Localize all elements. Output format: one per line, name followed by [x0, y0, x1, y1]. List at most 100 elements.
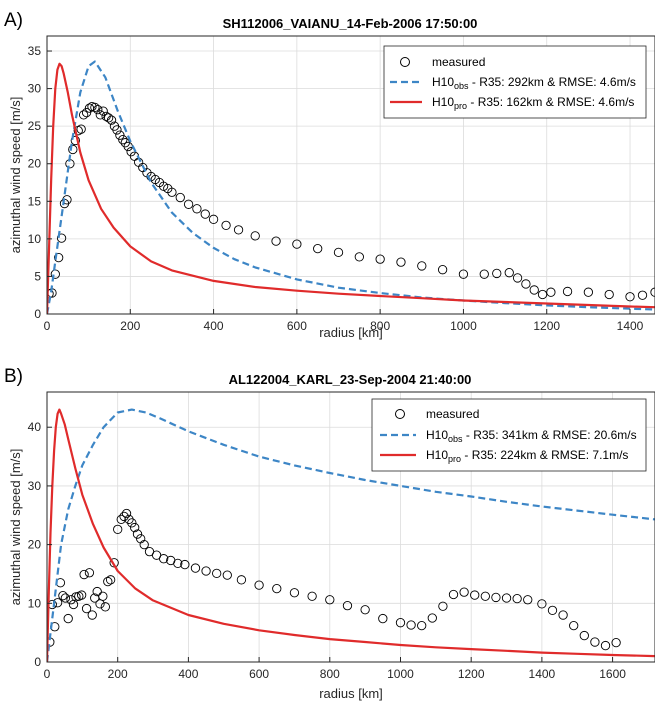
panel-b-xtick-label: 800	[320, 667, 340, 681]
panel-a-ytick-label: 25	[28, 119, 42, 133]
panel-b-measured-point	[470, 590, 480, 600]
panel-a-measured-point	[78, 110, 89, 120]
panel-a-measured-point	[562, 286, 573, 297]
panel-a-measured-point	[62, 195, 72, 205]
panel-a-measured-point	[118, 135, 128, 145]
panel-b-measured-point	[139, 539, 149, 550]
panel-a-measured-point	[479, 269, 489, 279]
panel-a-measured-point	[271, 236, 281, 246]
panel-a-ytick-label: 35	[28, 44, 42, 58]
panel-a-xtick-label: 600	[287, 319, 307, 333]
panel-b-measured-point	[130, 522, 140, 533]
panel-b-xtick-label: 1000	[387, 667, 414, 681]
panel-a-measured-point	[115, 130, 125, 140]
panel-b-measured-point	[79, 569, 89, 580]
panel-a-xlabel: radius [km]	[319, 325, 383, 340]
panel-b-xtick-label: 600	[249, 667, 269, 681]
panel-b-measured-point	[76, 590, 87, 600]
panel-b-label: B)	[4, 366, 23, 387]
panel-b-measured-point	[395, 618, 406, 628]
panel-a-measured-point	[313, 243, 323, 254]
panel-b-measured-point	[342, 601, 353, 611]
panel-b-measured-point	[63, 613, 73, 624]
panel-a-measured-point	[437, 265, 448, 275]
panel-a-measured-point	[90, 102, 100, 113]
panel-b-series	[47, 408, 655, 662]
panel-b-measured-point	[116, 514, 126, 525]
panel-a-measured-point	[625, 292, 635, 302]
panel-b-title: AL122004_KARL_23-Sep-2004 21:40:00	[229, 372, 472, 387]
panel-b-measured-point	[360, 605, 370, 615]
panel-b-ticks: 0 200 400 600 800 1000 1200 1400 1600 0 10 20 30 40	[28, 420, 627, 681]
panel-b-legend-measured: measured	[426, 407, 479, 421]
panel-b-measured-point	[100, 602, 110, 612]
panel-a-measured-point	[637, 290, 648, 300]
panel-a-legend-pro: H10pro - R35: 162km & RMSE: 4.6m/s	[432, 95, 634, 111]
panel-b-measured-point	[569, 620, 579, 631]
panel-b-measured-point	[272, 583, 282, 594]
panel-a-measured-point	[333, 247, 344, 258]
panel-a-measured-point	[396, 257, 406, 267]
panel-b-measured-point	[417, 620, 427, 631]
panel-a-measured-point	[192, 204, 202, 214]
panel-b-legend-marker	[395, 409, 405, 419]
panel-b-xtick-label: 1600	[599, 667, 626, 681]
panel-b-measured-point	[558, 610, 568, 620]
panel-b-measured-point	[547, 605, 558, 615]
panel-b-xtick-label: 200	[108, 667, 128, 681]
panel-a: A) SH112006_VAIANU_14-Feb-2006 17:50:00 …	[4, 10, 655, 340]
panel-b-measured-point	[448, 589, 459, 600]
panel-b-measured-point	[254, 580, 264, 590]
panel-b-ytick-label: 30	[28, 479, 42, 493]
panel-b-measured-point	[180, 559, 190, 570]
panel-b-plot-area	[47, 408, 655, 662]
panel-a-measured-point	[512, 273, 523, 283]
panel-a-legend-obs: H10obs - R35: 292km & RMSE: 4.6m/s	[432, 75, 636, 91]
panel-b: B) AL122004_KARL_23-Sep-2004 21:40:00 0 2…	[4, 366, 655, 701]
panel-b-measured-point	[92, 586, 102, 597]
panel-b-measured-point	[590, 637, 600, 647]
panel-a-ytick-label: 30	[28, 82, 42, 96]
panel-a-measured-point	[375, 254, 385, 264]
panel-a-measured-point	[93, 104, 103, 115]
panel-b-legend-pro: H10pro - R35: 224km & RMSE: 7.1m/s	[426, 448, 628, 464]
panel-a-xtick-label: 1400	[617, 319, 644, 333]
panel-a-xtick-label: 1200	[533, 319, 560, 333]
panel-b-h10-pro-line	[47, 408, 655, 662]
panel-a-legend-measured: measured	[432, 55, 485, 69]
panel-b-measured-point	[87, 610, 97, 620]
panel-b-xtick-label: 1200	[458, 667, 485, 681]
panel-b-measured-point	[307, 591, 317, 601]
panel-b-measured-point	[406, 620, 416, 630]
panel-b-ytick-label: 0	[34, 655, 41, 669]
panel-b-ytick-label: 20	[28, 538, 42, 552]
panel-a-measured-point	[417, 261, 427, 271]
panel-a-series	[47, 60, 655, 314]
panel-b-ytick-label: 10	[28, 596, 42, 610]
panel-a-measured-point	[292, 239, 302, 249]
panel-a-xtick-label: 200	[120, 319, 140, 333]
panel-b-measured-point	[579, 630, 589, 641]
panel-a-ytick-label: 10	[28, 232, 42, 246]
panel-b-h10-obs-line	[47, 408, 655, 662]
panel-b-measured-point	[236, 575, 247, 585]
panel-b-ytick-label: 40	[28, 420, 42, 434]
panel-b-measured-point	[66, 595, 76, 605]
panel-a-measured-point	[650, 287, 655, 297]
panel-b-measured-point	[119, 511, 129, 522]
panel-a-measured-point	[200, 209, 210, 219]
panel-a-measured-point	[70, 135, 80, 146]
panel-a-title: SH112006_VAIANU_14-Feb-2006 17:50:00	[223, 16, 478, 31]
panel-a-measured-point	[106, 115, 117, 125]
panel-b-measured-point	[222, 570, 232, 580]
panel-b-measured-point	[201, 566, 211, 576]
panel-b-measured-point	[212, 568, 222, 579]
panel-b-measured-point	[190, 563, 201, 573]
panel-a-measured-point	[537, 289, 548, 300]
panel-b-measured-point	[113, 524, 123, 534]
panel-a-legend-marker	[400, 57, 410, 67]
panel-b-measured-point	[427, 613, 437, 623]
panel-a-measured-point	[354, 252, 364, 262]
panel-a-measured-point	[56, 233, 67, 243]
